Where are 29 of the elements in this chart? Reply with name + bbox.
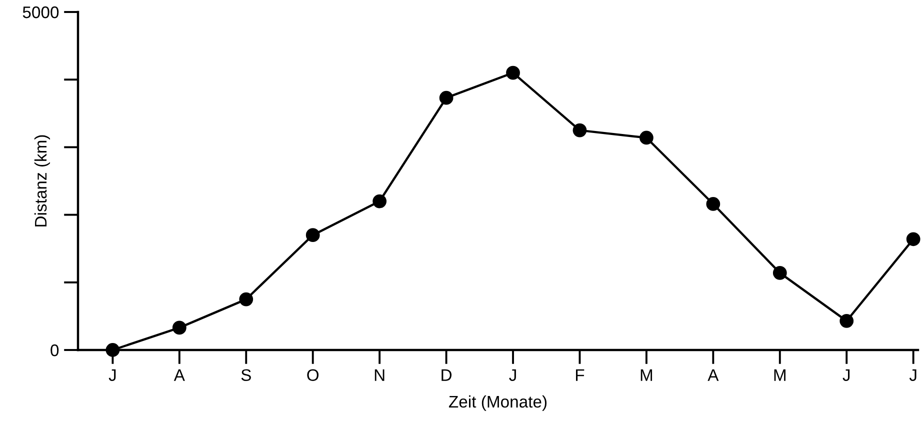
point	[906, 232, 920, 246]
x-axis-title: Zeit (Monate)	[448, 395, 547, 411]
y-tick-label: 5000	[22, 6, 59, 18]
x-tick-label: A	[708, 369, 719, 381]
x-tick-label: J	[509, 369, 516, 381]
point	[172, 320, 186, 335]
point	[372, 194, 387, 208]
point	[306, 228, 320, 242]
point	[572, 123, 587, 138]
y-axis-title: Distanz (km)	[34, 135, 50, 226]
point	[239, 292, 254, 306]
x-tick-label: M	[774, 369, 786, 381]
x-tick-label: D	[442, 369, 452, 381]
x-tick-label: S	[241, 369, 251, 381]
point	[640, 130, 654, 145]
point	[706, 197, 720, 211]
x-tick-label: M	[640, 369, 652, 381]
point	[439, 90, 454, 105]
y-tick-label: 0	[50, 344, 59, 356]
point	[840, 314, 854, 328]
point	[772, 266, 787, 280]
x-tick-label: J	[842, 369, 850, 381]
x-tick-label: F	[576, 369, 584, 381]
x-tick-label: O	[307, 369, 319, 381]
x-tick-label: A	[174, 369, 185, 381]
x-tick-label: J	[909, 369, 916, 381]
point	[506, 66, 520, 80]
x-tick-label: J	[108, 369, 116, 381]
x-tick-label: N	[374, 369, 384, 381]
